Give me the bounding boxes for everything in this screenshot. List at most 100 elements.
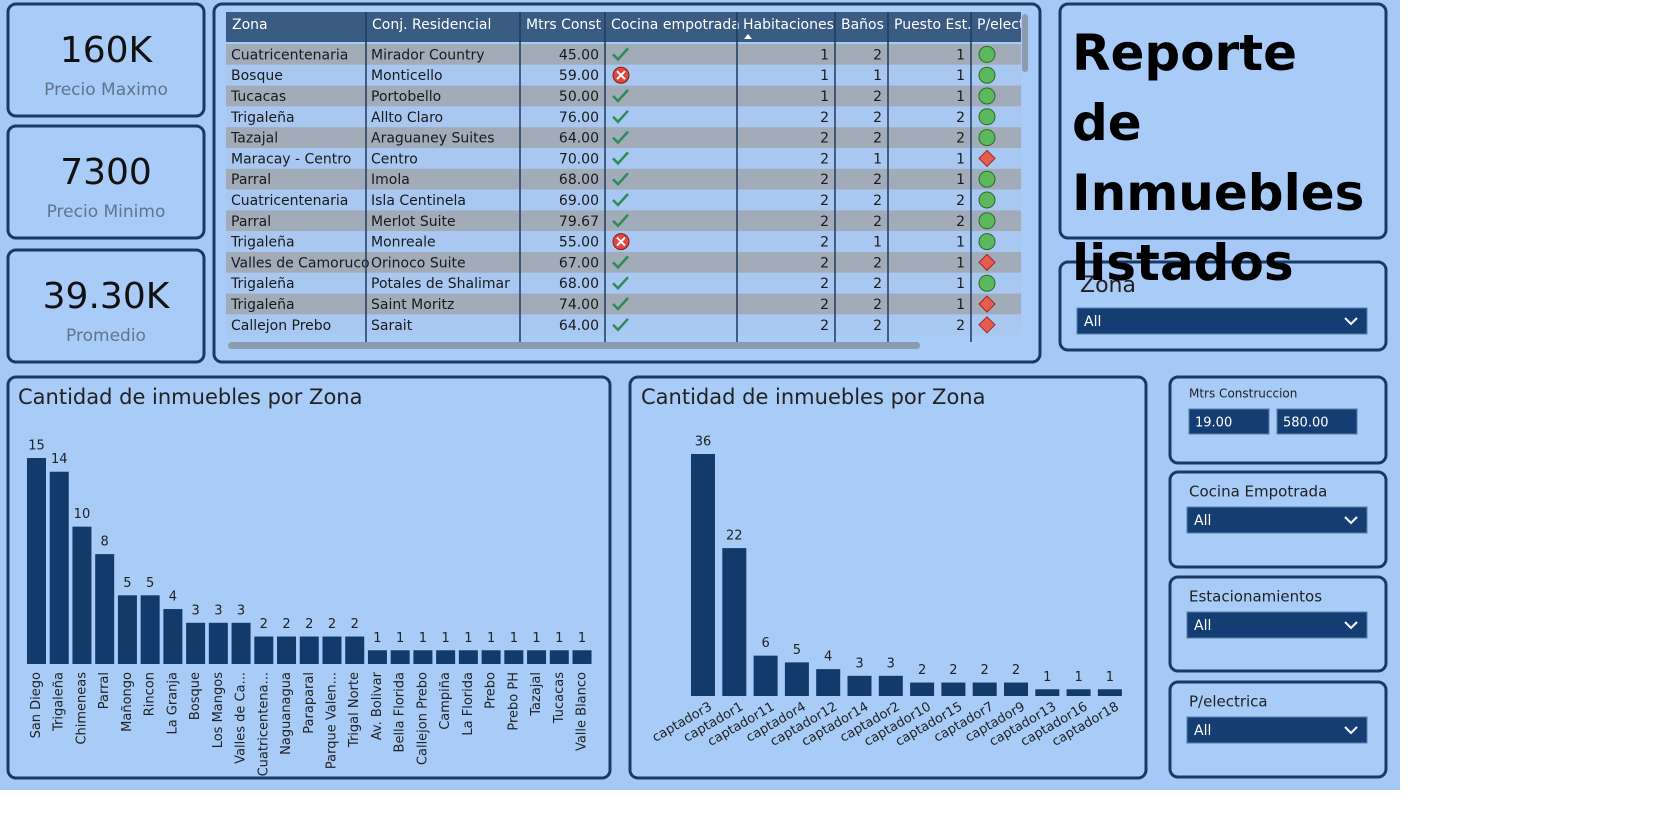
- range-value: 580.00: [1283, 416, 1329, 431]
- table-cell: 45.00: [559, 47, 599, 63]
- table-cell: 1: [873, 68, 882, 84]
- table-cell: 1: [956, 47, 965, 63]
- card-label: Precio Maximo: [44, 80, 168, 100]
- bar: [504, 650, 524, 664]
- panel: [6, 2, 206, 118]
- status-diamond: [978, 295, 996, 313]
- check-icon: [612, 276, 629, 291]
- bar: [816, 669, 841, 696]
- cross-lines: [616, 236, 626, 247]
- column-header: Zona: [232, 17, 268, 33]
- data-label: 6: [761, 636, 769, 651]
- x-tick-label: Parral: [97, 672, 112, 709]
- data-label: 1: [578, 631, 586, 646]
- data-label: 10: [74, 507, 91, 522]
- status-circle: [978, 191, 996, 209]
- data-label: 5: [123, 576, 131, 591]
- h-scrollbar[interactable]: [228, 342, 920, 349]
- data-label: 3: [237, 603, 245, 618]
- chart-title: Cantidad de inmuebles por Zona: [641, 385, 985, 409]
- check-icon: [612, 317, 629, 332]
- x-tick-label: Rincon: [143, 672, 158, 716]
- x-tick-label: Tucacas: [552, 672, 567, 724]
- table-cell: 76.00: [559, 110, 599, 126]
- table-cell: 70.00: [559, 151, 599, 167]
- status-circle: [978, 274, 996, 292]
- dropdown[interactable]: [1186, 611, 1368, 639]
- table-cell: 64.00: [559, 318, 599, 334]
- data-label: 22: [726, 529, 743, 544]
- x-tick-label: Callejon Prebo: [415, 672, 430, 765]
- data-label: 3: [855, 656, 863, 671]
- x-tick-label: Los Mangos: [211, 672, 226, 749]
- table-cell: 2: [820, 172, 829, 188]
- check-icon: [612, 297, 629, 311]
- table-cell: 1: [956, 172, 965, 188]
- table-cell: 2: [820, 193, 829, 209]
- column-header: Habitaciones: [743, 17, 834, 33]
- range-input[interactable]: [1188, 408, 1270, 435]
- bar: [140, 595, 160, 664]
- bar: [972, 682, 997, 696]
- data-label: 1: [373, 631, 381, 646]
- chevron: [1344, 516, 1358, 525]
- range-input[interactable]: [1276, 408, 1358, 435]
- column-header: P/elect: [977, 17, 1025, 33]
- table-cell: 1: [873, 235, 882, 251]
- table-cell: Trigaleña: [230, 235, 295, 251]
- data-label: 15: [28, 439, 45, 454]
- bar: [277, 636, 297, 664]
- data-label: 8: [101, 535, 109, 550]
- status-circle: [978, 129, 996, 147]
- x-tick-label: Av. Bolivar: [370, 671, 385, 740]
- panel: [6, 248, 206, 364]
- card-label: Promedio: [66, 326, 146, 346]
- table-cell: Trigaleña: [230, 297, 295, 313]
- dropdown[interactable]: [1186, 716, 1368, 744]
- table-cell: Mirador Country: [371, 47, 485, 63]
- table-cell: 1: [956, 151, 965, 167]
- status-circle: [978, 66, 996, 84]
- card-label: Precio Minimo: [47, 202, 166, 222]
- table-cell: 2: [820, 235, 829, 251]
- table-cell: 2: [873, 214, 882, 230]
- dropdown[interactable]: [1186, 506, 1368, 534]
- table-cell: 2: [873, 89, 882, 105]
- bar: [231, 622, 251, 664]
- table-cell: 1: [820, 89, 829, 105]
- bar: [549, 650, 569, 664]
- status-circle: [978, 233, 996, 251]
- data-label: 3: [214, 603, 222, 618]
- table-cell: Parral: [231, 172, 271, 188]
- data-label: 2: [282, 617, 290, 632]
- v-scrollbar[interactable]: [1022, 14, 1028, 72]
- chevron: [1344, 621, 1358, 630]
- check-icon: [612, 47, 629, 62]
- x-tick-label: Bella Florida: [393, 672, 408, 752]
- table-cell: Trigaleña: [230, 276, 295, 292]
- card-value: 7300: [60, 152, 152, 193]
- table-cell: 2: [873, 297, 882, 313]
- x-tick-label: Paraparal: [302, 672, 317, 734]
- x-tick-label: Trigaleña: [52, 672, 67, 732]
- bar: [910, 682, 935, 696]
- bar: [481, 650, 501, 664]
- table-row: [226, 168, 1021, 190]
- check-icon: [612, 130, 629, 145]
- table-cell: 2: [873, 318, 882, 334]
- column-header: Puesto Est.: [894, 17, 972, 33]
- dropdown[interactable]: [1076, 307, 1368, 335]
- check-icon: [612, 109, 629, 124]
- table-cell: Portobello: [371, 89, 441, 105]
- bar: [72, 526, 92, 664]
- status-diamond: [978, 149, 996, 168]
- x-tick-label: Naguanagua: [279, 672, 294, 755]
- data-label: 2: [328, 617, 336, 632]
- bar: [299, 636, 319, 664]
- x-tick-label: Valle Blanco: [575, 672, 590, 751]
- check-icon: [612, 151, 629, 166]
- table-cell: 2: [873, 47, 882, 63]
- table-cell: Tazajal: [230, 131, 278, 147]
- table-cell: Orinoco Suite: [371, 255, 466, 271]
